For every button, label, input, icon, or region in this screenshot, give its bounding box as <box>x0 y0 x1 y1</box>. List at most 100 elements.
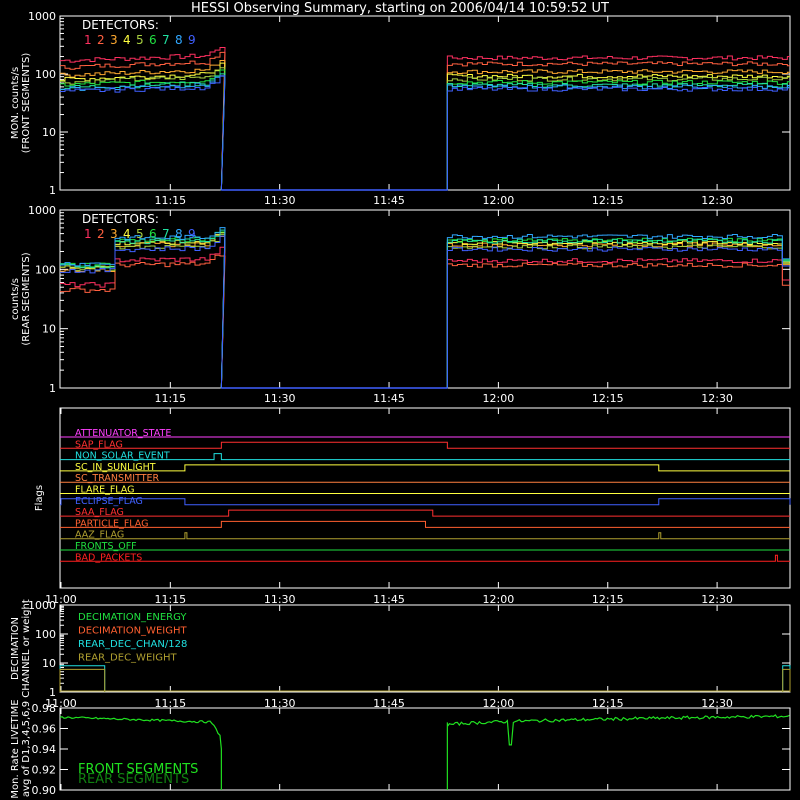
front_counts-ytick-label: 10 <box>42 126 56 139</box>
livetime-ylabel: avg of D1,3,4,5,6,9 <box>21 701 32 797</box>
front_counts-xtick-label: 11:30 <box>264 194 296 207</box>
rear_counts-series-1 <box>60 246 790 389</box>
decimation-xtick-label: 11:30 <box>264 697 296 710</box>
front_counts-series-9 <box>60 75 790 191</box>
rear_counts-ylabel: (REAR SEGMENTS) <box>21 252 32 345</box>
decimation-xtick-label: 11:00 <box>45 697 77 710</box>
livetime-front-before <box>59 715 222 790</box>
livetime-ytick-label: 0.96 <box>32 723 57 736</box>
front_counts-series-1 <box>60 46 790 191</box>
front_counts-ylabel: (FRONT SEGMENTS) <box>21 53 32 154</box>
flag-label-attenuator_state: ATTENUATOR_STATE <box>75 428 171 439</box>
rear_counts-legend-label-3: 3 <box>110 227 118 241</box>
front_counts-legend-title: DETECTORS: <box>82 18 159 32</box>
decimation-xtick-label: 12:15 <box>592 697 624 710</box>
flag-label-sap_flag: SAP_FLAG <box>75 439 123 450</box>
rear_counts-legend-label-2: 2 <box>97 227 105 241</box>
flag-label-bad_packets: BAD_PACKETS <box>75 552 142 563</box>
flags-xtick-label: 11:15 <box>154 593 186 606</box>
front_counts-legend-label-2: 2 <box>97 33 105 47</box>
front_counts-xtick-label: 12:30 <box>701 194 733 207</box>
flag-line-eclipse_flag <box>60 498 791 506</box>
rear_counts-series-5 <box>60 234 790 389</box>
rear_counts-xtick-label: 11:30 <box>264 392 296 405</box>
flags-xtick-label: 12:30 <box>701 593 733 606</box>
flag-line-sap_flag <box>60 441 790 449</box>
decimation-step-1 <box>782 668 791 692</box>
rear_counts-ylabel: counts/s <box>10 278 21 320</box>
front_counts-xtick-label: 11:45 <box>373 194 405 207</box>
decimation-ytick-label: 1000 <box>28 599 56 612</box>
flag-label-eclipse_flag: ECLIPSE_FLAG <box>75 496 143 507</box>
flag-line-non_solar_event <box>60 453 790 461</box>
flags-frame <box>59 407 791 589</box>
livetime-ytick-label: 0.98 <box>32 702 57 715</box>
rear_counts-legend-label-4: 4 <box>123 227 131 241</box>
flag-label-non_solar_event: NON_SOLAR_EVENT <box>75 451 170 462</box>
decimation-ytick-label: 1 <box>49 686 56 699</box>
front_counts-legend-label-7: 7 <box>162 33 170 47</box>
livetime-ytick-label: 0.92 <box>32 764 57 777</box>
livetime-ylabel: Mon. Rate LIVETIME <box>10 699 21 798</box>
front_counts-series-6 <box>60 69 790 191</box>
livetime-front-after <box>446 714 790 790</box>
rear_counts-ytick-label: 1 <box>49 382 56 395</box>
rear_counts-series-9 <box>60 235 790 389</box>
flag-line-particle_flag <box>60 520 790 528</box>
decimation-step-1 <box>59 668 106 692</box>
rear_counts-series-2 <box>60 254 790 389</box>
front_counts-series-5 <box>60 67 790 191</box>
livetime-ytick-label: 0.90 <box>32 784 57 797</box>
front_counts-legend-label-3: 3 <box>110 33 118 47</box>
decimation-legend-3: REAR_DEC_WEIGHT <box>78 653 177 664</box>
flags-xtick-label: 11:30 <box>264 593 296 606</box>
chart-title: HESSI Observing Summary, starting on 200… <box>191 1 609 16</box>
front_counts-series-2 <box>60 51 790 191</box>
front_counts-ytick-label: 1 <box>49 184 56 197</box>
rear_counts-legend-title: DETECTORS: <box>82 212 159 226</box>
rear_counts-xtick-label: 12:00 <box>483 392 515 405</box>
flag-label-fronts_off: FRONTS_OFF <box>75 541 137 552</box>
decimation-legend-2: REAR_DEC_CHAN/128 <box>78 639 187 650</box>
front_counts-xtick-label: 11:15 <box>154 194 186 207</box>
rear_counts-xtick-label: 11:15 <box>154 392 186 405</box>
decimation-frame <box>59 604 791 693</box>
flag-line-saa_flag <box>60 509 790 517</box>
decimation-ytick-label: 100 <box>35 628 56 641</box>
front_counts-legend-label-6: 6 <box>149 33 157 47</box>
flag-label-particle_flag: PARTICLE_FLAG <box>75 518 148 529</box>
rear_counts-xtick-label: 11:45 <box>373 392 405 405</box>
rear_counts-xtick-label: 12:30 <box>701 392 733 405</box>
rear_counts-series-8 <box>60 227 790 389</box>
decimation-legend-1: DECIMATION_WEIGHT <box>78 626 187 637</box>
decimation-ytick-label: 10 <box>42 657 56 670</box>
decimation-ylabel: CHANNEL or weight <box>21 599 32 698</box>
front_counts-legend-label-9: 9 <box>188 33 196 47</box>
flag-label-flare_flag: FLARE_FLAG <box>75 485 135 496</box>
front_counts-series-3 <box>60 59 790 191</box>
rear_counts-xtick-label: 12:15 <box>592 392 624 405</box>
rear_counts-legend-label-6: 6 <box>149 227 157 241</box>
livetime-legend-rear: REAR SEGMENTS <box>78 772 189 787</box>
rear_counts-series-4 <box>60 232 790 389</box>
decimation-xtick-label: 12:30 <box>701 697 733 710</box>
front_counts-legend-label-8: 8 <box>175 33 183 47</box>
rear_counts-series-7 <box>60 229 790 389</box>
decimation-xtick-label: 12:00 <box>483 697 515 710</box>
front_counts-ytick-label: 100 <box>35 68 56 81</box>
flag-label-saa_flag: SAA_FLAG <box>75 507 124 518</box>
front_counts-xtick-label: 12:15 <box>592 194 624 207</box>
front_counts-ylabel: MON. counts/s <box>10 67 21 139</box>
livetime-legend-front: FRONT SEGMENTS <box>78 762 198 777</box>
rear_counts-legend-label-7: 7 <box>162 227 170 241</box>
flags-xtick-label: 11:45 <box>373 593 405 606</box>
rear_counts-ytick-label: 1000 <box>28 204 56 217</box>
decimation-ylabel: DECIMATION <box>10 617 21 680</box>
front_counts-series-8 <box>60 75 790 191</box>
flags-xtick-label: 11:00 <box>45 593 77 606</box>
rear_counts-ytick-label: 10 <box>42 323 56 336</box>
flags-xtick-label: 12:00 <box>483 593 515 606</box>
livetime-ytick-label: 0.94 <box>32 743 57 756</box>
front_counts-legend-label-5: 5 <box>136 33 144 47</box>
